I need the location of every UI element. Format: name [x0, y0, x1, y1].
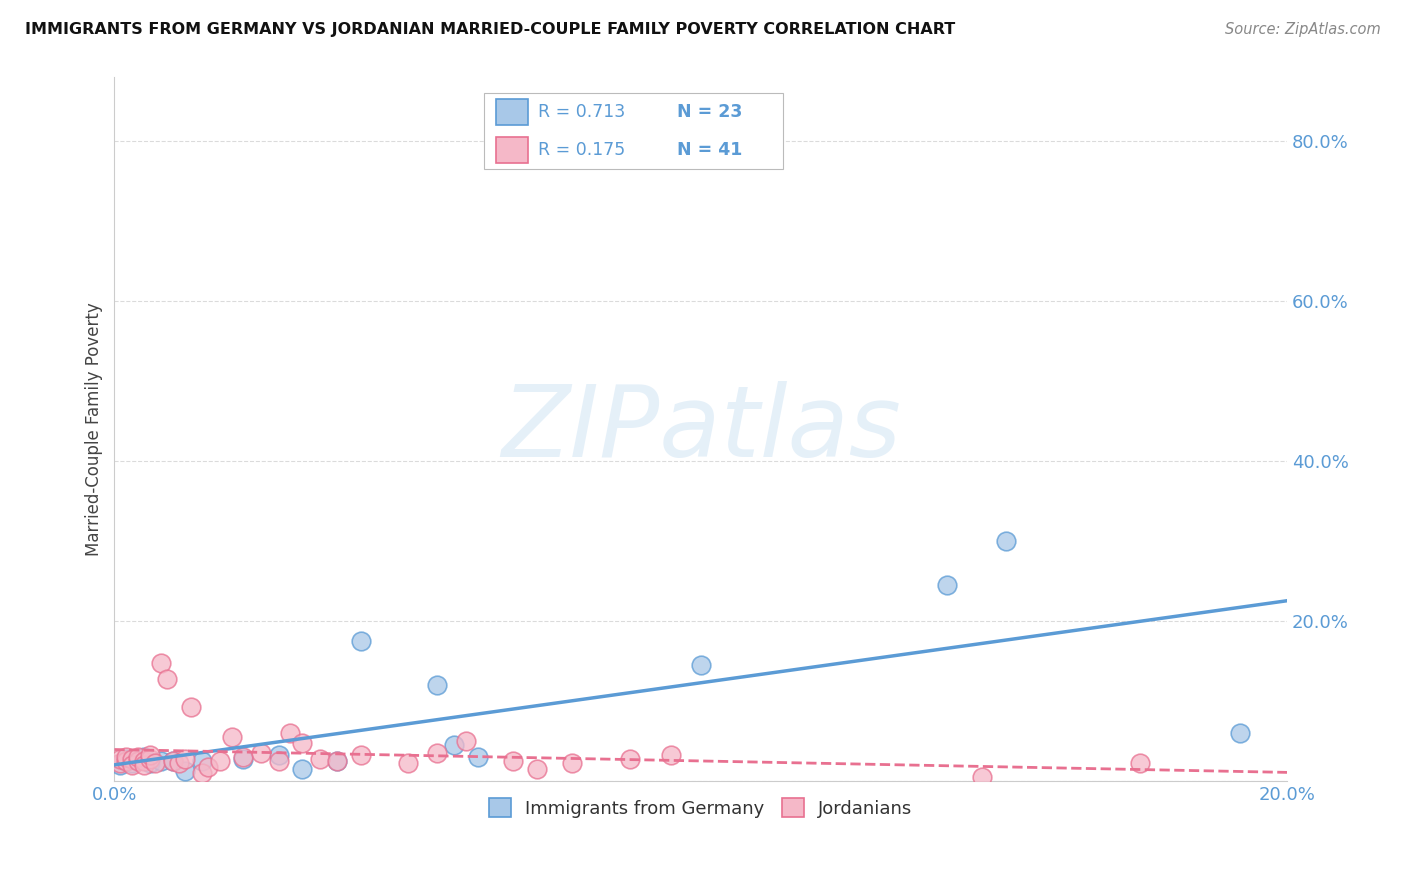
Point — [127, 754, 149, 768]
Point — [426, 746, 449, 760]
Point — [162, 754, 184, 768]
Point — [561, 756, 583, 771]
Point — [180, 700, 202, 714]
Point — [197, 759, 219, 773]
Point — [396, 756, 419, 771]
Point — [526, 762, 548, 776]
Text: N = 41: N = 41 — [678, 141, 742, 159]
Point — [936, 578, 959, 592]
Text: ZIPatlas: ZIPatlas — [501, 381, 901, 478]
Point — [115, 754, 138, 768]
Point — [467, 750, 489, 764]
Point — [689, 658, 711, 673]
Point — [619, 751, 641, 765]
Point — [350, 748, 373, 763]
Point — [443, 738, 465, 752]
Legend: Immigrants from Germany, Jordanians: Immigrants from Germany, Jordanians — [482, 791, 920, 825]
FancyBboxPatch shape — [484, 93, 783, 169]
Point — [267, 754, 290, 768]
Point — [167, 756, 190, 771]
Point — [994, 534, 1017, 549]
Point — [156, 672, 179, 686]
FancyBboxPatch shape — [495, 98, 529, 125]
Point — [115, 751, 138, 765]
Point — [173, 764, 195, 779]
Text: Source: ZipAtlas.com: Source: ZipAtlas.com — [1225, 22, 1381, 37]
Y-axis label: Married-Couple Family Poverty: Married-Couple Family Poverty — [86, 302, 103, 556]
Point — [661, 748, 683, 763]
Point — [132, 754, 155, 768]
Point — [291, 762, 314, 776]
Point — [132, 750, 155, 764]
Point — [162, 754, 184, 768]
Point — [138, 756, 160, 771]
Point — [232, 750, 254, 764]
Point — [110, 758, 132, 772]
Text: R = 0.713: R = 0.713 — [537, 103, 626, 121]
Point — [326, 754, 349, 768]
Point — [138, 751, 160, 765]
Point — [191, 754, 214, 768]
Point — [138, 748, 160, 763]
Point — [110, 756, 132, 771]
Point — [326, 754, 349, 768]
Point — [115, 754, 138, 768]
Point — [502, 754, 524, 768]
Text: N = 23: N = 23 — [678, 103, 742, 121]
Point — [121, 758, 143, 772]
Point — [1129, 756, 1152, 771]
FancyBboxPatch shape — [495, 136, 529, 163]
Text: R = 0.175: R = 0.175 — [537, 141, 626, 159]
Text: IMMIGRANTS FROM GERMANY VS JORDANIAN MARRIED-COUPLE FAMILY POVERTY CORRELATION C: IMMIGRANTS FROM GERMANY VS JORDANIAN MAR… — [25, 22, 956, 37]
Point — [115, 750, 138, 764]
Point — [121, 756, 143, 771]
Point — [426, 678, 449, 692]
Point — [267, 748, 290, 763]
Point — [232, 751, 254, 765]
Point — [308, 751, 330, 765]
Point — [110, 751, 132, 765]
Point — [173, 751, 195, 765]
Point — [221, 730, 243, 744]
Point — [278, 726, 301, 740]
Point — [350, 634, 373, 648]
Point — [145, 756, 167, 771]
Point — [456, 734, 478, 748]
Point — [132, 758, 155, 772]
Point — [127, 751, 149, 765]
Point — [191, 766, 214, 780]
Point — [121, 751, 143, 765]
Point — [127, 750, 149, 764]
Point — [150, 656, 173, 670]
Point — [250, 746, 273, 760]
Point — [972, 770, 994, 784]
Point — [291, 736, 314, 750]
Point — [208, 754, 231, 768]
Point — [1229, 726, 1251, 740]
Point — [150, 754, 173, 768]
